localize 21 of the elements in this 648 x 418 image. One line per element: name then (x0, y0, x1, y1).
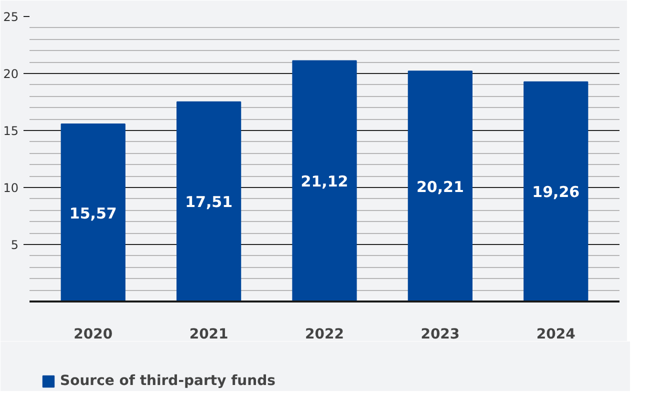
text: 21,12 (300, 172, 348, 191)
x-tick-label: 2021 (189, 326, 228, 342)
y-tick-label: 10 (3, 181, 19, 195)
text: 19,26 (532, 183, 580, 202)
text: 15,57 (69, 204, 117, 222)
x-tick-label: 2022 (305, 326, 344, 342)
text: 20,21 (416, 178, 464, 196)
x-tick-label: 2024 (536, 326, 576, 342)
bar (524, 81, 588, 302)
y-tick-label: 25 (3, 10, 19, 24)
bar (60, 124, 126, 302)
x-tick-label: 2023 (420, 326, 460, 342)
bar (292, 60, 357, 302)
y-tick-label: 5 (10, 238, 19, 252)
legend-label: Source of third-party funds (60, 373, 276, 389)
y-tick-label: 15 (3, 124, 19, 138)
text: 17,51 (185, 193, 233, 212)
bar (408, 70, 472, 302)
x-tick-label: 2020 (74, 326, 113, 342)
bar (176, 101, 242, 302)
y-tick-label: 20 (3, 67, 19, 81)
